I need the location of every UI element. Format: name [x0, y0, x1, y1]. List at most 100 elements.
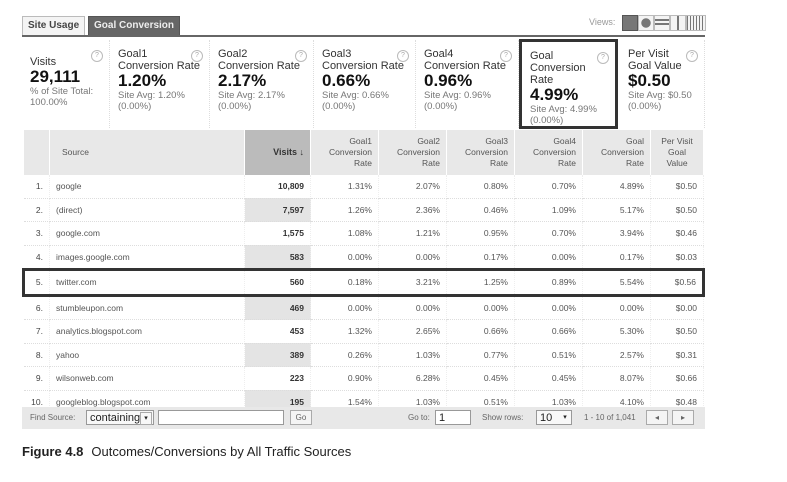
goal1-rate: 1.31%	[310, 175, 379, 199]
summary-visits: Visits 29,111 % of Site Total: 100.00% ?	[22, 40, 110, 128]
match-type-select[interactable]: containing ▾	[86, 410, 154, 425]
goal-conversion-rate: 4.89%	[582, 175, 651, 199]
summary-label: Goal1 Conversion Rate	[118, 48, 200, 72]
per-visit-value: $0.46	[650, 221, 704, 246]
goal2-rate: 2.65%	[378, 319, 447, 344]
summary-sub2: (0.00%)	[218, 101, 252, 112]
goal1-rate: 0.00%	[310, 295, 379, 320]
source-link[interactable]: google.com	[49, 221, 245, 246]
goal4-rate: 0.51%	[514, 343, 583, 367]
summary-goal4-conversion-rate: Goal4 Conversion Rate 0.96% Site Avg: 0.…	[416, 40, 519, 128]
show-rows-select[interactable]: 10 ▾	[536, 410, 572, 425]
views-label: Views:	[589, 17, 616, 27]
help-icon[interactable]: ?	[500, 50, 512, 62]
goal2-rate: 0.00%	[378, 245, 447, 270]
goto-page-input[interactable]: 1	[435, 410, 471, 425]
row-index: 3.	[23, 221, 50, 246]
visits: 560	[244, 268, 311, 297]
help-icon[interactable]: ?	[191, 50, 203, 62]
goal4-rate: 0.00%	[514, 295, 583, 320]
help-icon[interactable]: ?	[295, 50, 307, 62]
go-button[interactable]: Go	[290, 410, 312, 425]
summary-value: 0.96%	[424, 71, 473, 90]
bar-view-icon[interactable]	[654, 15, 670, 31]
per-visit-value: $0.50	[650, 319, 704, 344]
table-footer: Find Source: containing ▾ Go Go to: 1 Sho…	[22, 407, 705, 429]
source-link[interactable]: stumbleupon.com	[49, 295, 245, 320]
summary-sub1: Site Avg: 2.17%	[218, 90, 285, 101]
goal-conversion-rate: 3.94%	[582, 221, 651, 246]
goal-conversion-rate: 5.54%	[582, 268, 651, 297]
goal4-rate: 0.45%	[514, 366, 583, 391]
per-visit-value: $0.03	[650, 245, 704, 270]
pie-view-icon[interactable]	[638, 15, 654, 31]
visits: 10,809	[244, 175, 311, 199]
table-row: 3. google.com 1,575 1.08% 1.21% 0.95% 0.70% 3.9…	[23, 221, 704, 246]
goal-conversion-rate: 8.07%	[582, 366, 651, 391]
goal3-rate: 0.80%	[446, 175, 515, 199]
table-view-icon[interactable]	[622, 15, 638, 31]
per-visit-value: $0.66	[650, 366, 704, 391]
find-source-label: Find Source:	[30, 413, 76, 422]
goal3-rate: 0.17%	[446, 245, 515, 270]
comparison-view-icon[interactable]	[670, 15, 686, 31]
help-icon[interactable]: ?	[686, 50, 698, 62]
find-source-input[interactable]	[158, 410, 284, 425]
summary-goal1-conversion-rate: Goal1 Conversion Rate 1.20% Site Avg: 1.…	[110, 40, 210, 128]
source-link[interactable]: yahoo	[49, 343, 245, 367]
goal4-rate: 0.70%	[514, 221, 583, 246]
goal2-rate: 1.21%	[378, 221, 447, 246]
next-page-button[interactable]: ▸	[672, 410, 694, 425]
figure-caption: Figure 4.8 Outcomes/Conversions by All Tr…	[22, 444, 351, 459]
source-link[interactable]: (direct)	[49, 198, 245, 222]
help-icon[interactable]: ?	[91, 50, 103, 62]
visits: 223	[244, 366, 311, 391]
summary-sub1: % of Site Total:	[30, 86, 94, 97]
source-link[interactable]: images.google.com	[49, 245, 245, 270]
source-link[interactable]: google	[49, 175, 245, 199]
table-row: 7. analytics.blogspot.com 453 1.32% 2.65% 0.6…	[23, 319, 704, 344]
tab-goal-conversion[interactable]: Goal Conversion	[88, 16, 181, 35]
visits: 7,597	[244, 198, 311, 222]
header-goal2[interactable]: Goal2 Conversion Rate	[378, 130, 447, 175]
source-link[interactable]: wilsonweb.com	[49, 366, 245, 391]
chevron-down-icon: ▾	[140, 412, 152, 425]
goal3-rate: 0.66%	[446, 319, 515, 344]
table-row: 2. (direct) 7,597 1.26% 2.36% 0.46% 1.09% 5.17%…	[23, 198, 704, 222]
goal3-rate: 1.25%	[446, 268, 515, 297]
header-goal4[interactable]: Goal4 Conversion Rate	[514, 130, 583, 175]
per-visit-value: $0.31	[650, 343, 704, 367]
goal2-rate: 0.00%	[378, 295, 447, 320]
goal3-rate: 0.45%	[446, 366, 515, 391]
help-icon[interactable]: ?	[597, 52, 609, 64]
summary-per-visit-goal-value: Per Visit Goal Value $0.50 Site Avg: $0.…	[620, 40, 705, 128]
table-row: 6. stumbleupon.com 469 0.00% 0.00% 0.00% 0.00%…	[23, 295, 704, 320]
goal4-rate: 0.70%	[514, 175, 583, 199]
header-goal1[interactable]: Goal1 Conversion Rate	[310, 130, 379, 175]
header-visits[interactable]: Visits ↓	[244, 130, 311, 175]
header-goal-conversion[interactable]: Goal Conversion Rate	[582, 130, 651, 175]
header-goal3[interactable]: Goal3 Conversion Rate	[446, 130, 515, 175]
tab-site-usage[interactable]: Site Usage	[22, 16, 86, 35]
previous-page-button[interactable]: ◂	[646, 410, 668, 425]
row-index: 2.	[23, 198, 50, 222]
show-rows-value: 10	[540, 412, 553, 424]
per-visit-value: $0.56	[650, 268, 705, 297]
match-type-value: containing	[90, 412, 141, 424]
header-source[interactable]: Source	[49, 130, 245, 175]
per-visit-value: $0.50	[650, 198, 704, 222]
pivot-view-icon[interactable]	[686, 15, 706, 31]
help-icon[interactable]: ?	[397, 50, 409, 62]
visits: 469	[244, 295, 311, 320]
figure-number: Figure 4.8	[22, 444, 84, 459]
summary-value: 29,111	[30, 67, 81, 86]
source-link[interactable]: twitter.com	[49, 268, 245, 297]
per-visit-value: $0.50	[650, 175, 704, 199]
header-per-visit-value[interactable]: Per Visit Goal Value	[650, 130, 704, 175]
divider	[22, 35, 705, 37]
visits: 1,575	[244, 221, 311, 246]
visits: 389	[244, 343, 311, 367]
goal-conversion-rate: 0.17%	[582, 245, 651, 270]
summary-sub2: (0.00%)	[628, 101, 662, 112]
source-link[interactable]: analytics.blogspot.com	[49, 319, 245, 344]
